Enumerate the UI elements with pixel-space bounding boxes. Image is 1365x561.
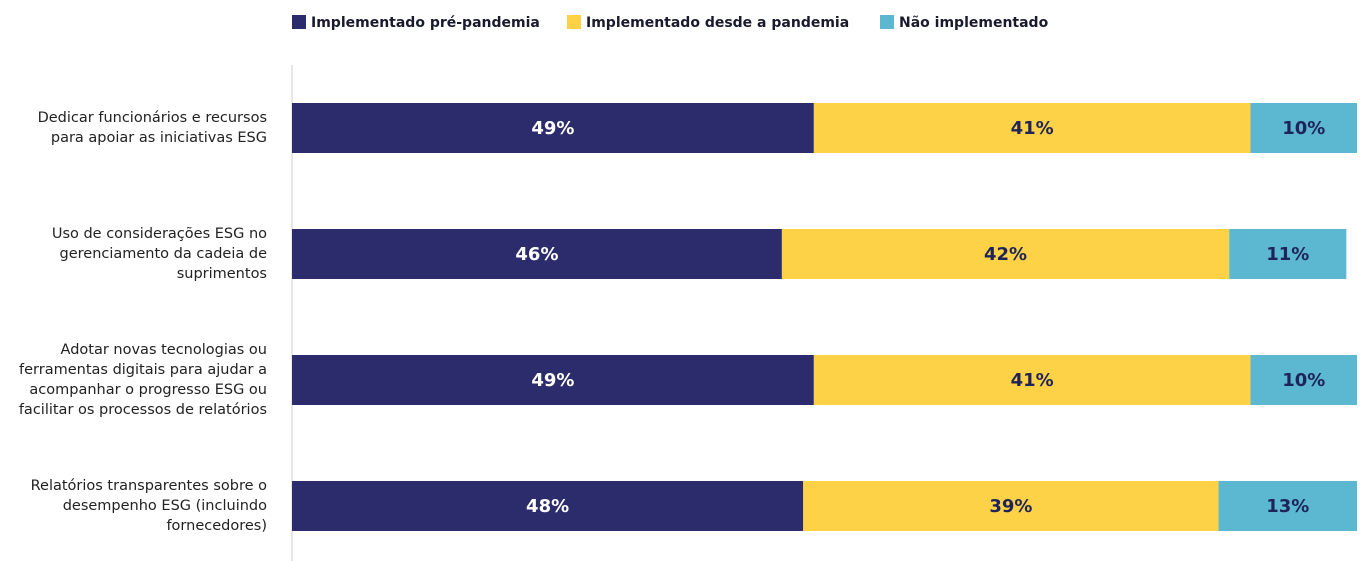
category-label: Adotar novas tecnologias ou ferramentas …	[18, 342, 267, 418]
category-label: Dedicar funcionários e recursos para apo…	[37, 110, 267, 146]
value-label: 42%	[984, 244, 1027, 265]
bar-segment	[1218, 481, 1357, 531]
legend-label: Implementado desde a pandemia	[586, 15, 849, 31]
bar-segment	[1250, 355, 1357, 405]
bar-segment	[813, 355, 1251, 405]
legend-swatch	[292, 15, 306, 29]
value-label: 13%	[1266, 496, 1309, 517]
legend-label: Não implementado	[899, 15, 1049, 31]
value-label: 10%	[1282, 118, 1325, 139]
bar-segment	[803, 481, 1219, 531]
value-label: 11%	[1266, 244, 1309, 265]
category-label: Relatórios transparentes sobre o desempe…	[30, 478, 267, 534]
value-label: 41%	[1011, 118, 1054, 139]
bar-segment	[813, 103, 1251, 153]
value-label: 10%	[1282, 370, 1325, 391]
bar-segment	[781, 229, 1230, 279]
bar-segment	[1250, 103, 1357, 153]
legend-label: Implementado pré-pandemia	[311, 15, 540, 31]
value-label: 46%	[515, 244, 558, 265]
value-label: 49%	[531, 118, 574, 139]
bar-segment	[292, 355, 814, 405]
bar-segment	[292, 229, 782, 279]
value-label: 41%	[1011, 370, 1054, 391]
value-label: 49%	[531, 370, 574, 391]
legend-swatch	[880, 15, 894, 29]
bar-segment	[1229, 229, 1347, 279]
value-label: 48%	[526, 496, 569, 517]
category-label: Uso de considerações ESG no gerenciament…	[51, 226, 267, 282]
bar-segment	[292, 481, 804, 531]
bar-segment	[292, 103, 814, 153]
legend-swatch	[567, 15, 581, 29]
value-label: 39%	[989, 496, 1032, 517]
